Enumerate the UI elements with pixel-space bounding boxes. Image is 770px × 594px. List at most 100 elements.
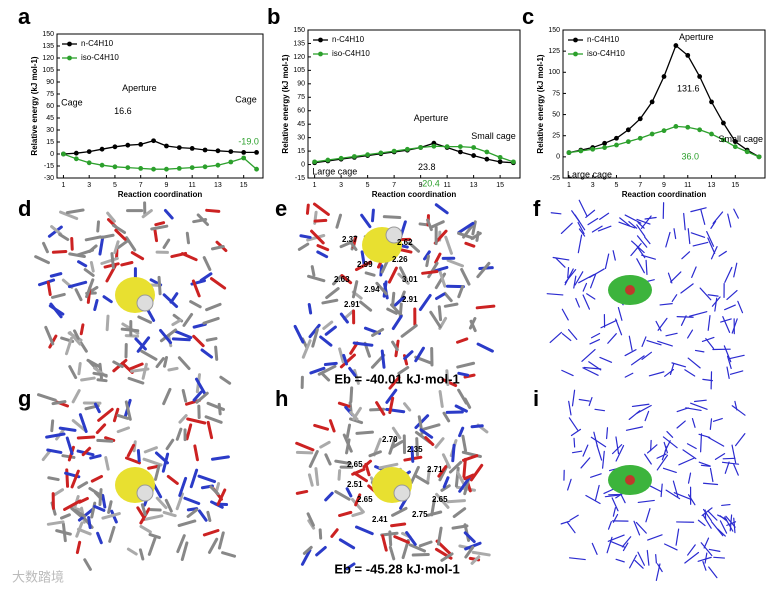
framework-stick	[564, 268, 574, 286]
framework-stick	[724, 266, 733, 283]
data-point	[709, 99, 714, 105]
series-line	[63, 153, 257, 170]
framework-stick	[648, 371, 665, 377]
framework-stick	[390, 440, 404, 449]
framework-stick	[330, 528, 339, 538]
data-point	[215, 162, 221, 168]
legend-marker	[318, 51, 323, 57]
framework-stick	[342, 353, 349, 366]
framework-stick	[60, 513, 71, 520]
framework-stick	[591, 542, 598, 555]
framework-stick	[354, 260, 372, 272]
framework-stick	[463, 473, 475, 481]
data-point	[431, 143, 437, 149]
framework-stick	[441, 453, 452, 469]
framework-stick	[114, 228, 127, 241]
framework-stick	[345, 562, 356, 571]
framework-stick	[593, 431, 598, 447]
framework-stick	[583, 366, 602, 370]
data-point	[637, 116, 643, 122]
framework-stick	[73, 329, 80, 340]
framework-stick	[413, 473, 430, 485]
annotation: 20.4	[422, 178, 440, 188]
framework-stick	[338, 510, 353, 518]
framework-stick	[163, 355, 168, 368]
framework-stick	[729, 370, 744, 375]
framework-stick	[110, 509, 118, 524]
framework-stick	[698, 461, 711, 467]
legend-label: iso-C4H10	[81, 53, 119, 62]
framework-stick	[159, 328, 173, 345]
framework-stick	[578, 228, 586, 237]
framework-stick	[655, 320, 662, 332]
annotation: 16.6	[114, 106, 132, 116]
framework-stick	[600, 319, 618, 329]
framework-stick	[74, 288, 83, 302]
framework-stick	[615, 318, 623, 336]
y-tick-label: 120	[42, 55, 54, 62]
framework-stick	[709, 418, 713, 430]
framework-stick	[619, 217, 631, 227]
framework-stick	[175, 427, 183, 441]
framework-stick	[726, 355, 732, 370]
framework-stick	[59, 210, 79, 221]
framework-stick	[100, 233, 115, 240]
framework-stick	[708, 566, 718, 579]
x-tick-label: 15	[240, 182, 248, 189]
data-point	[457, 144, 463, 150]
framework-stick	[568, 417, 579, 431]
framework-stick	[633, 520, 641, 536]
framework-stick	[380, 349, 386, 369]
x-tick-label: 1	[61, 182, 65, 189]
framework-stick	[631, 403, 650, 408]
framework-stick	[647, 534, 663, 541]
framework-stick	[338, 538, 356, 550]
framework-stick	[549, 331, 563, 344]
framework-stick	[590, 473, 602, 478]
framework-stick	[669, 271, 682, 283]
data-point	[721, 137, 726, 143]
series-line	[63, 140, 257, 155]
x-tick-label: 3	[87, 182, 91, 189]
framework-stick	[140, 503, 147, 517]
framework-stick	[703, 537, 710, 549]
framework-stick	[644, 216, 657, 220]
framework-stick	[456, 337, 469, 344]
data-point	[625, 127, 631, 133]
framework-stick	[161, 452, 170, 473]
framework-stick	[171, 337, 191, 342]
framework-stick	[349, 410, 359, 421]
framework-stick	[186, 508, 199, 518]
framework-stick	[50, 225, 63, 236]
framework-stick	[722, 316, 731, 333]
framework-stick	[136, 449, 141, 463]
framework-stick	[733, 517, 736, 534]
framework-stick	[342, 309, 355, 321]
framework-stick	[340, 274, 353, 285]
framework-stick	[706, 231, 715, 247]
framework-stick	[182, 312, 194, 327]
y-tick-label: 105	[42, 67, 54, 74]
framework-stick	[77, 507, 95, 522]
x-tick-label: 3	[339, 182, 343, 189]
molecule-image	[37, 387, 237, 571]
framework-stick	[209, 485, 220, 496]
framework-stick	[426, 468, 431, 484]
y-tick-label: 75	[552, 90, 560, 97]
framework-stick	[314, 467, 320, 487]
y-axis-label: Relative energy (kJ mol-1)	[30, 56, 39, 155]
annotation: Large cage	[312, 166, 357, 176]
distance-label: 2.35	[407, 445, 423, 454]
framework-stick	[636, 246, 646, 259]
framework-stick	[717, 514, 727, 520]
framework-stick	[51, 249, 68, 254]
framework-stick	[178, 414, 188, 424]
framework-stick	[44, 325, 55, 346]
framework-stick	[628, 221, 638, 229]
framework-stick	[687, 472, 692, 484]
framework-stick	[96, 531, 103, 545]
framework-stick	[382, 215, 402, 220]
framework-stick	[663, 441, 668, 454]
framework-stick	[637, 499, 655, 504]
framework-stick	[630, 355, 645, 366]
